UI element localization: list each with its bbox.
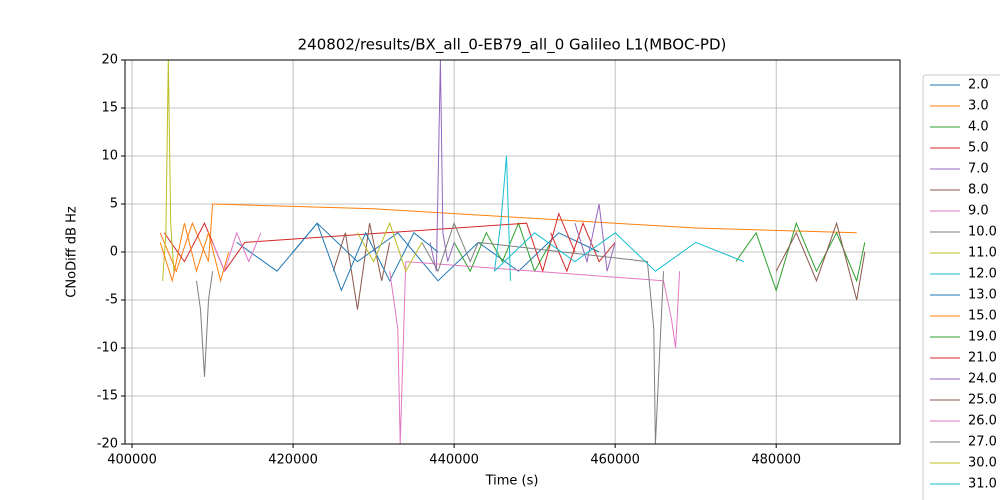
chart-title: 240802/results/BX_all_0-EB79_all_0 Galil… — [298, 36, 727, 55]
series-line — [332, 223, 391, 310]
x-tick-label: 420000 — [268, 453, 318, 468]
series-line — [550, 221, 616, 273]
legend-label: 5.0 — [968, 141, 989, 156]
series-line — [574, 203, 616, 272]
legend-label: 11.0 — [968, 246, 997, 261]
legend-label: 13.0 — [968, 288, 997, 303]
y-tick-label: -10 — [97, 341, 118, 356]
legend-label: 26.0 — [968, 414, 997, 429]
legend-label: 25.0 — [968, 393, 997, 408]
series-line — [421, 221, 664, 444]
legend-label: 3.0 — [968, 99, 989, 114]
x-axis-label: Time (s) — [485, 474, 539, 489]
legend-label: 30.0 — [968, 456, 997, 471]
legend-label: 31.0 — [968, 477, 997, 492]
y-axis-label: CNoDiff dB Hz — [65, 206, 80, 298]
series-line — [212, 231, 262, 273]
series-line — [292, 222, 439, 292]
plot-lines — [159, 60, 866, 444]
series-line — [775, 221, 866, 301]
series-line — [357, 221, 423, 273]
series-line — [162, 60, 175, 281]
y-tick-label: -15 — [97, 389, 118, 404]
y-tick-label: 15 — [101, 101, 118, 116]
legend-label: 15.0 — [968, 309, 997, 324]
legend-label: 4.0 — [968, 120, 989, 135]
x-tick-label: 440000 — [429, 453, 479, 468]
y-tick-label: -20 — [97, 437, 118, 452]
series-line — [159, 203, 857, 273]
legend-label: 8.0 — [968, 183, 989, 198]
legend-label: 9.0 — [968, 204, 989, 219]
legend-label: 7.0 — [968, 162, 989, 177]
legend-label: 2.0 — [968, 78, 989, 93]
series-line — [494, 232, 745, 272]
series-line — [389, 261, 681, 444]
x-tick-label: 480000 — [751, 453, 801, 468]
y-tick-label: -5 — [105, 293, 118, 308]
x-tick-label: 400000 — [107, 453, 157, 468]
series-line — [159, 223, 230, 283]
legend-box — [922, 74, 1000, 500]
y-tick-label: 0 — [110, 245, 118, 260]
y-tick-label: 5 — [110, 197, 118, 212]
legend-label: 12.0 — [968, 267, 997, 282]
x-tick-label: 460000 — [590, 453, 640, 468]
legend-label: 10.0 — [968, 225, 997, 240]
series-line — [196, 271, 214, 377]
legend-label: 21.0 — [968, 351, 997, 366]
y-tick-label: 20 — [101, 53, 118, 68]
ticks: 400000 420000 440000 460000 480000 -20 -15 -10 -… — [97, 53, 801, 468]
legend: 2.0 3.0 4.0 5.0 7.0 8.0 9.0 10.0 11.0 12.0 13.0 15.… — [922, 74, 1000, 500]
y-tick-label: 10 — [101, 149, 118, 164]
legend-label: 24.0 — [968, 372, 997, 387]
legend-label: 19.0 — [968, 330, 997, 345]
series-line — [735, 221, 866, 293]
legend-label: 27.0 — [968, 435, 997, 450]
series-line — [493, 155, 511, 281]
